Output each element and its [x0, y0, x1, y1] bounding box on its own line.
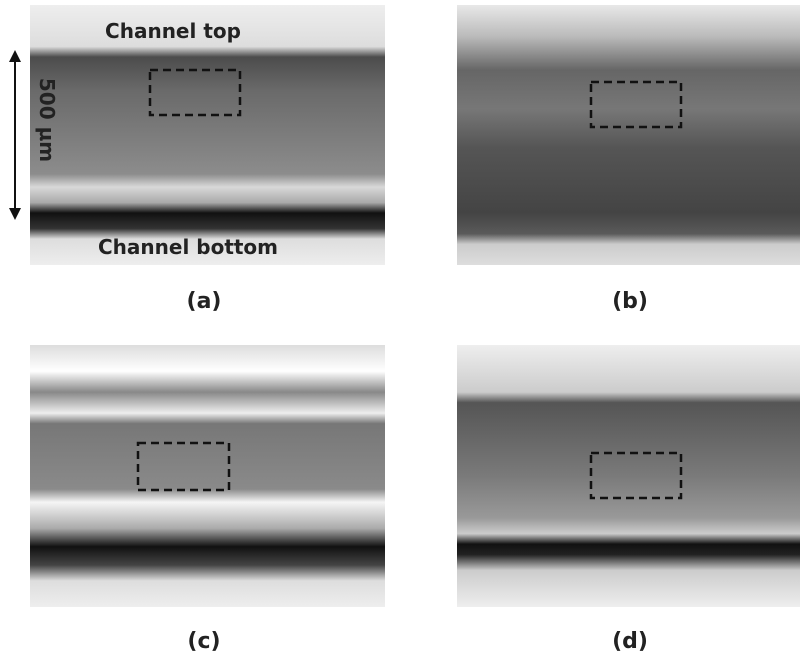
image-d: [457, 345, 800, 607]
panel-label: (a): [187, 289, 222, 314]
panel-label: (d): [612, 629, 648, 654]
roi-box: [136, 441, 231, 492]
scale-label: 500 µm: [35, 78, 59, 162]
roi-box: [148, 68, 242, 117]
scale-arrow: [9, 50, 21, 220]
annotation: Channel bottom: [98, 235, 278, 259]
panel-label: (c): [187, 629, 220, 654]
image-c: [30, 345, 385, 607]
image-b: [457, 5, 800, 265]
annotation: Channel top: [105, 19, 241, 43]
image-a: [30, 5, 385, 265]
roi-box: [589, 451, 683, 500]
panel-label: (b): [612, 289, 648, 314]
roi-box: [589, 80, 683, 129]
